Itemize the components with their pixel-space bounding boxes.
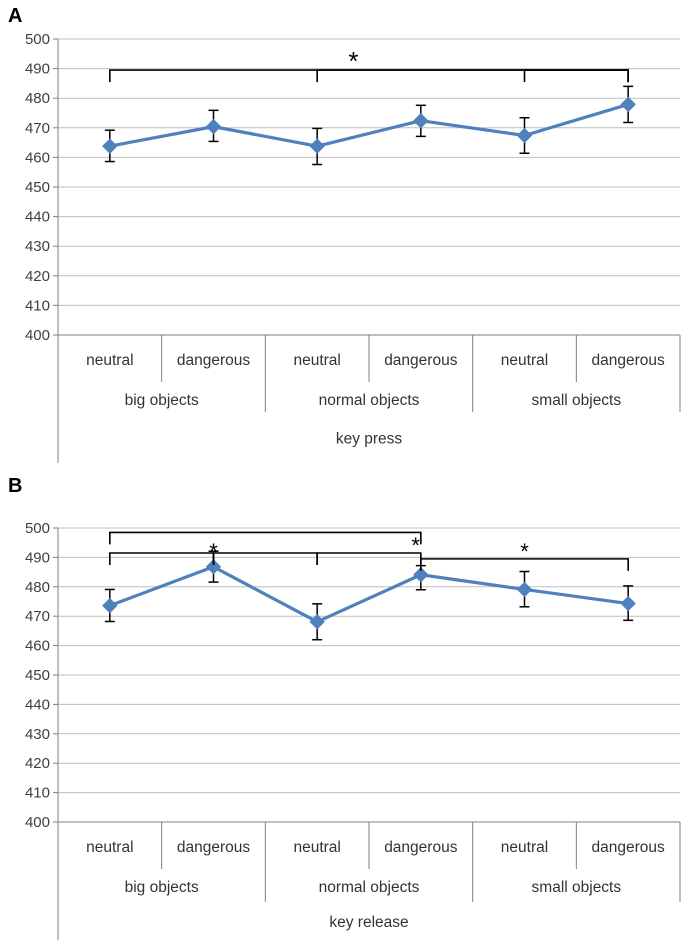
data-point: [620, 595, 636, 612]
y-tick-label: 500: [25, 520, 50, 537]
panel-b-y-axis: 500 490 480 470 460 450 440 430 420 410 400: [25, 520, 59, 831]
y-tick-label: 470: [25, 120, 50, 137]
significance-star: *: [411, 533, 420, 558]
group-label: normal objects: [319, 392, 420, 409]
data-point: [309, 614, 325, 630]
significance-bracket: [316, 69, 629, 83]
panel-a-gridlines: [58, 38, 680, 336]
panel-b-x-axis: neutral dangerous neutral dangerous neutral d…: [57, 821, 681, 940]
x-axis-title: key release: [329, 914, 408, 931]
category-label: neutral: [293, 839, 340, 856]
significance-bracket: [212, 552, 318, 565]
category-label: dangerous: [384, 352, 458, 369]
significance-bracket: [420, 558, 629, 571]
group-label: big objects: [125, 879, 199, 896]
y-tick-label: 410: [25, 297, 50, 314]
y-tick-label: 430: [25, 238, 50, 255]
category-label: dangerous: [177, 839, 251, 856]
data-point: [516, 127, 533, 144]
y-tick-label: 480: [25, 579, 50, 596]
y-tick-label: 460: [25, 149, 50, 166]
y-tick-label: 450: [25, 667, 50, 684]
y-tick-label: 410: [25, 785, 50, 802]
significance-bracket: [109, 69, 629, 83]
data-point: [102, 138, 118, 154]
series-line: [109, 102, 629, 148]
panel-b-series: [102, 550, 636, 641]
significance-bracket: [316, 552, 422, 565]
y-tick-label: 420: [25, 755, 50, 772]
data-point: [413, 567, 429, 583]
data-point: [413, 112, 429, 129]
panel-a-x-axis: neutral dangerous neutral dangerous neutral d…: [57, 334, 681, 463]
panel-label-b: B: [8, 475, 22, 497]
y-tick-label: 500: [25, 31, 50, 48]
category-label: neutral: [86, 352, 133, 369]
data-point: [102, 597, 118, 614]
series-line: [109, 565, 629, 624]
group-label: small objects: [532, 392, 622, 409]
significance-bracket: [523, 69, 629, 83]
panel-b: B 500 490 480 470 460 450 440 430 420 410 400 neut…: [8, 475, 681, 940]
y-tick-label: 440: [25, 209, 50, 226]
significance-star: *: [348, 46, 358, 76]
x-axis-title: key press: [336, 431, 403, 448]
y-tick-label: 400: [25, 814, 50, 831]
panel-a-series: [102, 85, 636, 166]
category-label: dangerous: [384, 839, 458, 856]
y-tick-label: 460: [25, 638, 50, 655]
significance-star: *: [520, 539, 529, 564]
y-tick-label: 440: [25, 696, 50, 713]
panel-b-significance: * * *: [109, 531, 629, 571]
y-tick-label: 470: [25, 608, 50, 625]
category-label: neutral: [86, 839, 133, 856]
category-label: dangerous: [592, 352, 666, 369]
data-point: [205, 118, 222, 135]
panel-b-gridlines: [58, 527, 680, 823]
panel-a-y-axis: 500 490 480 470 460 450 440 430 420 410 400: [25, 31, 59, 344]
category-label: neutral: [501, 839, 548, 856]
significance-bracket: [109, 531, 422, 545]
data-point: [620, 96, 636, 113]
category-label: neutral: [293, 352, 340, 369]
data-point: [205, 559, 222, 575]
y-tick-label: 400: [25, 327, 50, 344]
y-tick-label: 490: [25, 61, 50, 78]
group-label: small objects: [532, 879, 622, 896]
panel-a: A 500 490 480 470 460 450 440 430 420 410 400 neut…: [8, 5, 681, 463]
panel-a-significance: *: [109, 46, 629, 83]
y-tick-label: 430: [25, 726, 50, 743]
panel-label-a: A: [8, 5, 22, 27]
group-label: big objects: [125, 392, 199, 409]
group-label: normal objects: [319, 879, 420, 896]
y-tick-label: 490: [25, 549, 50, 566]
data-point: [516, 581, 533, 598]
data-point: [309, 138, 325, 154]
category-label: dangerous: [177, 352, 251, 369]
significance-star: *: [209, 539, 218, 564]
y-tick-label: 480: [25, 90, 50, 107]
category-label: dangerous: [592, 839, 666, 856]
y-tick-label: 450: [25, 179, 50, 196]
y-tick-label: 420: [25, 268, 50, 285]
category-label: neutral: [501, 352, 548, 369]
significance-bracket: [109, 552, 215, 565]
